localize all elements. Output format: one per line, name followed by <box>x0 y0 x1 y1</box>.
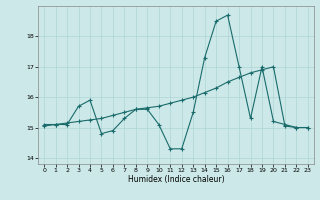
X-axis label: Humidex (Indice chaleur): Humidex (Indice chaleur) <box>128 175 224 184</box>
